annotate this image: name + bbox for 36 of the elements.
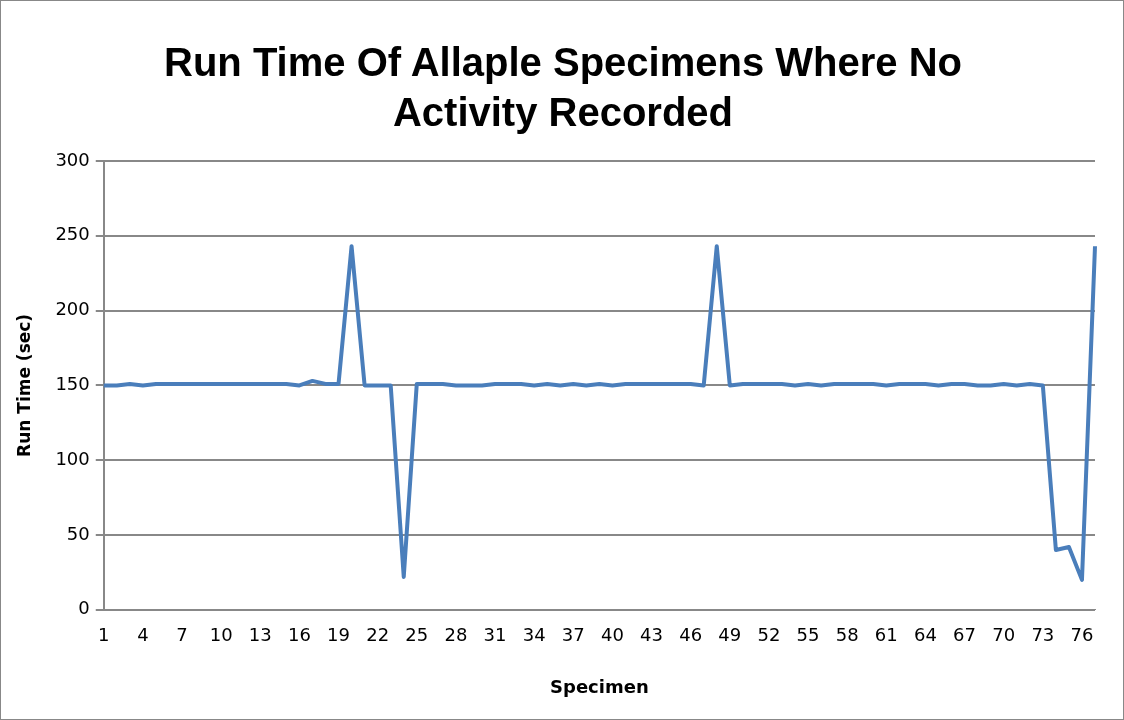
x-tick-label: 34 bbox=[522, 624, 546, 646]
x-tick-label: 22 bbox=[366, 624, 390, 646]
x-tick-label: 64 bbox=[913, 624, 937, 646]
x-tick-label: 19 bbox=[327, 624, 350, 646]
y-tick-label: 300 bbox=[55, 148, 90, 170]
x-tick-label: 70 bbox=[992, 624, 1016, 646]
x-axis-title: Specimen bbox=[550, 675, 649, 697]
x-tick-label: 73 bbox=[1031, 624, 1055, 646]
x-tick-label: 55 bbox=[796, 624, 820, 646]
y-tick-label: 150 bbox=[55, 373, 90, 395]
x-tick-label: 76 bbox=[1070, 624, 1094, 646]
x-tick-label: 16 bbox=[287, 624, 311, 646]
x-tick-label: 40 bbox=[600, 624, 624, 646]
x-tick-label: 10 bbox=[209, 624, 233, 646]
x-tick-label: 37 bbox=[561, 624, 585, 646]
x-tick-label: 43 bbox=[640, 624, 663, 646]
y-tick-label: 200 bbox=[55, 298, 90, 320]
x-tick-label: 1 bbox=[98, 624, 110, 646]
x-tick-label: 61 bbox=[874, 624, 898, 646]
y-tick-label: 250 bbox=[55, 223, 90, 245]
y-tick-label: 0 bbox=[78, 597, 90, 619]
x-tick-label: 7 bbox=[176, 624, 188, 646]
x-tick-label: 25 bbox=[405, 624, 429, 646]
x-tick-label: 46 bbox=[679, 624, 703, 646]
y-tick-label: 100 bbox=[55, 447, 90, 469]
y-tick-label: 50 bbox=[66, 522, 90, 544]
y-axis-title: Run Time (sec) bbox=[13, 313, 34, 457]
x-tick-label: 13 bbox=[248, 624, 272, 646]
x-tick-label: 28 bbox=[444, 624, 468, 646]
x-tick-label: 4 bbox=[137, 624, 149, 646]
x-tick-label: 67 bbox=[953, 624, 977, 646]
x-tick-label: 52 bbox=[757, 624, 781, 646]
x-tick-label: 31 bbox=[483, 624, 507, 646]
chart-title: Run Time Of Allaple Specimens Where No Activity Recorded bbox=[163, 39, 963, 136]
x-tick-label: 49 bbox=[718, 624, 742, 646]
x-tick-label: 58 bbox=[835, 624, 859, 646]
